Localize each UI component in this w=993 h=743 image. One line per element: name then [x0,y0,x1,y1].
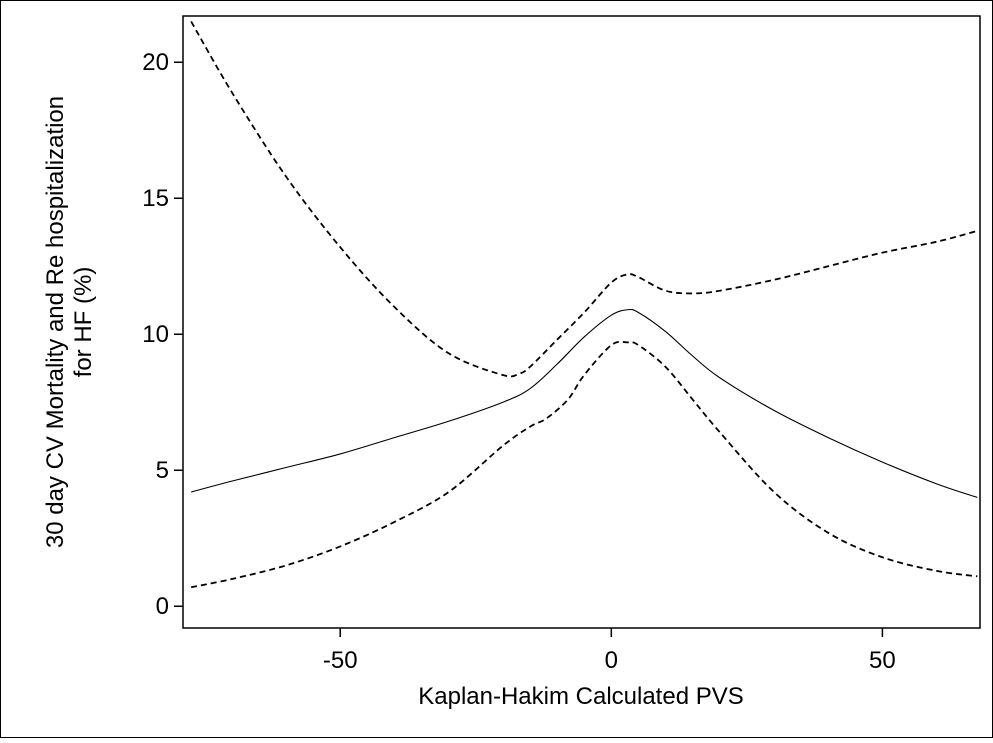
y-tick-label: 10 [142,321,169,348]
y-tick-label: 15 [142,185,169,212]
x-axis-title: Kaplan-Hakim Calculated PVS [418,683,744,710]
series-layer [190,20,978,589]
y-tick-label: 5 [156,457,169,484]
upper-ci-line [190,20,978,378]
x-tick-label: 50 [869,647,896,674]
plot-box [182,15,981,629]
x-tick-label: 0 [605,647,618,674]
y-axis-title-line-2: for HF (%) [70,267,97,378]
y-tick-label: 0 [156,593,169,620]
y-axis-title-line-1: 30 day CV Mortality and Re hospitalizati… [42,96,69,548]
lower-ci-line [190,340,978,589]
y-axis-title: 30 day CV Mortality and Re hospitalizati… [42,96,97,548]
x-axis: -50 0 50 [323,628,896,674]
y-tick-label: 20 [142,49,169,76]
estimate-line [190,308,978,498]
y-axis: 0 5 10 15 20 [142,49,183,620]
x-tick-label: -50 [323,647,358,674]
